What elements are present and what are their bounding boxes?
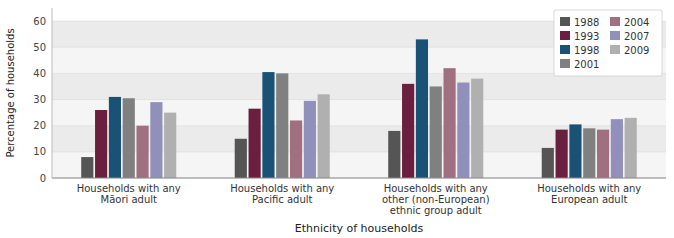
x-axis-title: Ethnicity of households bbox=[295, 222, 424, 235]
x-tick-label-line: Māori adult bbox=[101, 194, 158, 205]
bar bbox=[262, 72, 274, 178]
chart: 0102030405060Households with anyMāori ad… bbox=[0, 0, 674, 238]
y-tick-label: 0 bbox=[40, 173, 46, 184]
grid-band bbox=[52, 73, 666, 99]
bar bbox=[430, 86, 442, 178]
bar bbox=[583, 128, 595, 178]
bar bbox=[402, 84, 414, 178]
legend-swatch bbox=[560, 59, 570, 68]
legend: 1988 1993 1998 2001 2004 2007 2009 bbox=[554, 10, 662, 76]
legend-swatch bbox=[560, 31, 570, 40]
bar bbox=[597, 130, 609, 178]
bar bbox=[388, 131, 400, 178]
legend-swatch bbox=[610, 17, 620, 26]
bar bbox=[556, 130, 568, 178]
bar bbox=[290, 120, 302, 178]
bar bbox=[304, 101, 316, 178]
grid bbox=[52, 21, 666, 178]
bar bbox=[443, 68, 455, 178]
x-tick-label: Households with anyEuropean adult bbox=[537, 183, 641, 205]
grid-line bbox=[52, 99, 666, 100]
y-tick-label: 30 bbox=[33, 94, 46, 105]
bar bbox=[109, 97, 121, 178]
bar bbox=[625, 118, 637, 178]
bar bbox=[276, 73, 288, 178]
y-axis-title: Percentage of households bbox=[5, 28, 16, 157]
legend-label: 2004 bbox=[624, 17, 649, 28]
x-tick-label-line: Pacific adult bbox=[252, 194, 313, 205]
legend-box bbox=[554, 10, 662, 76]
y-tick-label: 40 bbox=[33, 68, 46, 79]
bar bbox=[611, 119, 623, 178]
y-tick-label: 50 bbox=[33, 42, 46, 53]
y-tick-label: 20 bbox=[33, 120, 46, 131]
bar bbox=[249, 109, 261, 178]
x-tick-label-line: Households with any bbox=[537, 183, 641, 194]
bar bbox=[542, 148, 554, 178]
bar bbox=[95, 110, 107, 178]
bar bbox=[569, 124, 581, 178]
x-tick-label-line: ethnic group adult bbox=[390, 205, 482, 216]
x-tick-label-line: Households with any bbox=[77, 183, 181, 194]
bar bbox=[235, 139, 247, 178]
bars bbox=[81, 39, 637, 178]
bar bbox=[81, 157, 93, 178]
y-axis-line bbox=[52, 8, 53, 178]
x-tick-label: Households with anyPacific adult bbox=[230, 183, 334, 205]
x-tick-label-line: Households with any bbox=[230, 183, 334, 194]
bar bbox=[457, 83, 469, 178]
legend-label: 1988 bbox=[574, 17, 599, 28]
bar bbox=[164, 113, 176, 178]
x-tick-label-line: Households with any bbox=[384, 183, 488, 194]
x-tick-label-line: other (non-European) bbox=[382, 194, 490, 205]
x-axis-line bbox=[52, 178, 666, 179]
legend-swatch bbox=[560, 45, 570, 54]
legend-label: 2009 bbox=[624, 45, 649, 56]
bar bbox=[123, 98, 135, 178]
bar bbox=[471, 79, 483, 178]
grid-line bbox=[52, 178, 666, 179]
y-tick-label: 60 bbox=[33, 16, 46, 27]
bar bbox=[136, 126, 148, 178]
legend-label: 2001 bbox=[574, 59, 599, 70]
x-tick-label: Households with anyMāori adult bbox=[77, 183, 181, 205]
legend-swatch bbox=[610, 31, 620, 40]
bar bbox=[318, 94, 330, 178]
legend-swatch bbox=[610, 45, 620, 54]
legend-label: 2007 bbox=[624, 31, 649, 42]
bar bbox=[416, 39, 428, 178]
legend-label: 1993 bbox=[574, 31, 599, 42]
legend-swatch bbox=[560, 17, 570, 26]
x-tick-label-line: European adult bbox=[551, 194, 627, 205]
bar bbox=[150, 102, 162, 178]
x-tick-label: Households with anyother (non-European)e… bbox=[382, 183, 490, 216]
legend-label: 1998 bbox=[574, 45, 599, 56]
grid-band bbox=[52, 100, 666, 126]
y-tick-label: 10 bbox=[33, 146, 46, 157]
